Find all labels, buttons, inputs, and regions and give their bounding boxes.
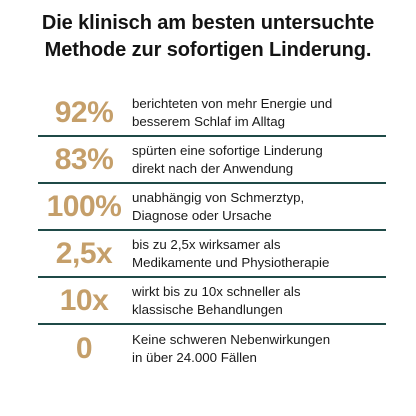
stat-row-speed: 10x wirkt bis zu 10x schneller als klass…: [38, 278, 386, 325]
stat-description: wirkt bis zu 10x schneller als klassisch…: [132, 283, 301, 318]
stat-description-line-1: Keine schweren Nebenwirkungen: [132, 332, 331, 347]
stat-description-line-2: in über 24.000 Fällen: [132, 349, 257, 365]
stat-description-line-1: berichteten von mehr Energie und: [132, 96, 333, 111]
stat-value: 2,5x: [55, 236, 113, 270]
stat-description: unabhängig von Schmerztyp, Diagnose oder…: [132, 189, 304, 224]
stat-description-line-1: bis zu 2,5x wirksamer als: [132, 237, 281, 252]
stat-description-line-1: spürten eine sofortige Linderung: [132, 143, 323, 158]
stat-description-line-1: wirkt bis zu 10x schneller als: [132, 284, 301, 299]
stat-row-energy: 92% berichteten von mehr Energie und bes…: [38, 90, 386, 137]
stat-description-line-2: besserem Schlaf im Alltag: [132, 113, 285, 129]
stat-description: bis zu 2,5x wirksamer als Medikamente un…: [132, 236, 329, 271]
stat-description-line-2: Medikamente und Physiotherapie: [132, 254, 330, 270]
stat-description: berichteten von mehr Energie und bessere…: [132, 95, 332, 130]
stat-description-line-2: klassische Behandlungen: [132, 301, 283, 317]
stat-row-relief: 83% spürten eine sofortige Linderung dir…: [38, 137, 386, 184]
stats-list: 92% berichteten von mehr Energie und bes…: [38, 90, 386, 372]
stat-description-line-2: Diagnose oder Ursache: [132, 207, 272, 223]
stat-row-side-effects: 0 Keine schweren Nebenwirkungen in über …: [38, 325, 386, 372]
stat-value: 0: [75, 331, 93, 365]
headline-line-1: Die klinisch am besten untersuchte: [41, 12, 375, 34]
stat-value: 100%: [46, 189, 122, 223]
headline-line-2: Methode zur sofortigen Linderung.: [44, 39, 372, 61]
stat-row-independent: 100% unabhängig von Schmerztyp, Diagnose…: [38, 184, 386, 231]
stat-value: 92%: [54, 95, 114, 129]
stat-row-effectiveness: 2,5x bis zu 2,5x wirksamer als Medikamen…: [38, 231, 386, 278]
stat-description-line-1: unabhängig von Schmerztyp,: [132, 190, 305, 205]
headline: Die klinisch am besten untersuchte Metho…: [0, 0, 416, 64]
stat-description: spürten eine sofortige Linderung direkt …: [132, 142, 323, 177]
stat-description: Keine schweren Nebenwirkungen in über 24…: [132, 331, 330, 366]
stat-value: 83%: [54, 142, 114, 176]
stat-description-line-2: direkt nach der Anwendung: [132, 160, 294, 176]
stat-value: 10x: [59, 283, 109, 317]
